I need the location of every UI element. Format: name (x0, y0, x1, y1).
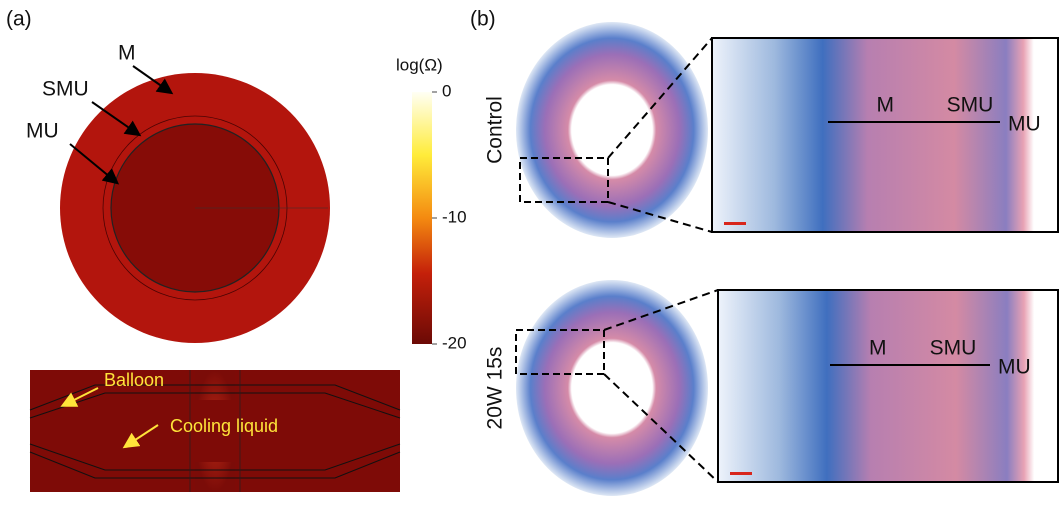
annotation: SMU (947, 94, 994, 117)
panel-label: (b) (470, 8, 496, 31)
scale-bar (724, 222, 746, 225)
colorbar (412, 92, 432, 344)
colorbar-title: log(Ω) (396, 55, 443, 74)
row-label: Control (484, 96, 507, 164)
annotation: SMU (930, 337, 977, 360)
tick-label: -10 (442, 207, 467, 226)
histology-section (516, 280, 708, 496)
annotation: Balloon (104, 370, 164, 390)
annotation: SMU (42, 78, 89, 101)
scale-bar (730, 472, 752, 475)
histology-section (516, 22, 708, 238)
zoom-image (712, 38, 1058, 232)
annotation: M (869, 337, 887, 360)
zoom-image (718, 290, 1058, 482)
annotation: Cooling liquid (170, 416, 278, 436)
row-label: 20W 15s (484, 347, 507, 430)
tick-label: 0 (442, 81, 451, 100)
annotation: M (877, 94, 895, 117)
panel-label: (a) (6, 8, 32, 31)
figure: (a) M SMU MU log(Ω) Balloon Cooling liqu… (0, 0, 1059, 521)
annotation: MU (998, 356, 1031, 379)
annotation: MU (26, 120, 59, 143)
annotation: M (118, 42, 136, 65)
annotation: MU (1008, 113, 1041, 136)
tick-label: -20 (442, 333, 467, 352)
